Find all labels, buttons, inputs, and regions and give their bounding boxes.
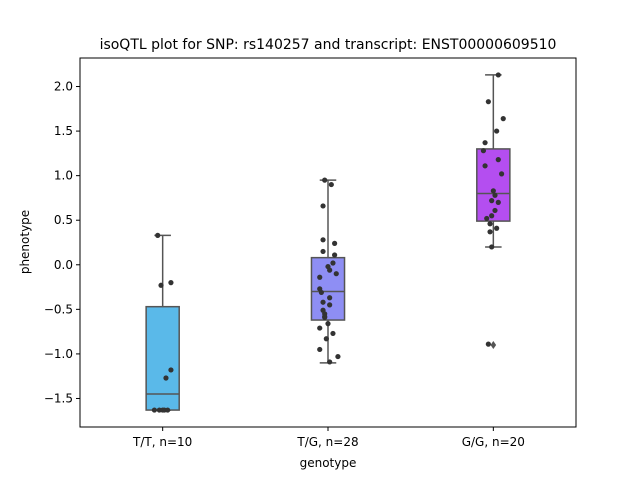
data-point <box>165 407 171 413</box>
y-tick-label: 0.0 <box>54 258 73 272</box>
data-point <box>494 128 500 134</box>
data-point <box>499 171 505 177</box>
data-point <box>330 330 336 337</box>
data-point <box>482 140 488 146</box>
data-point <box>320 203 326 209</box>
data-point <box>317 346 323 353</box>
data-point <box>151 407 157 413</box>
data-point <box>492 192 498 198</box>
data-point <box>330 260 336 266</box>
data-point <box>327 302 333 308</box>
points-layer <box>151 72 506 413</box>
y-tick-label: 0.5 <box>54 213 73 227</box>
data-point <box>327 295 333 301</box>
data-point <box>317 274 323 280</box>
y-tick-label: 2.0 <box>54 80 73 94</box>
y-tick-label: −0.5 <box>44 302 73 316</box>
data-point <box>333 271 339 277</box>
data-point <box>495 157 501 163</box>
data-point <box>487 229 493 235</box>
data-point <box>323 336 329 342</box>
x-axis-label: genotype <box>300 456 357 470</box>
data-point <box>325 321 331 327</box>
data-point <box>327 267 333 273</box>
data-point <box>320 237 326 243</box>
data-point <box>495 72 501 78</box>
data-point <box>335 353 341 360</box>
data-point <box>490 188 496 194</box>
data-point <box>485 341 491 347</box>
data-point <box>320 248 326 255</box>
data-point <box>158 282 164 288</box>
y-tick-label: −1.5 <box>44 391 73 405</box>
data-point <box>489 198 495 204</box>
data-point <box>168 367 174 373</box>
data-point <box>489 244 495 250</box>
data-point <box>480 148 487 154</box>
x-tick-label: T/T, n=10 <box>132 435 192 449</box>
data-point <box>487 221 493 227</box>
data-point <box>317 325 323 331</box>
data-point <box>327 359 333 365</box>
data-point <box>484 215 490 222</box>
y-tick-label: 1.0 <box>54 169 73 183</box>
data-point <box>155 232 161 238</box>
data-point <box>482 163 488 169</box>
y-axis-label: phenotype <box>18 210 32 274</box>
data-point <box>163 375 169 381</box>
data-point <box>328 181 334 188</box>
outlier-marker <box>490 341 497 349</box>
data-point <box>495 199 501 205</box>
data-point <box>494 225 500 231</box>
data-point <box>168 280 174 286</box>
data-point <box>492 207 498 214</box>
x-tick-label: G/G, n=20 <box>462 435 525 449</box>
data-point <box>500 116 506 122</box>
data-point <box>332 252 338 258</box>
data-point <box>320 299 326 305</box>
data-point <box>318 289 324 296</box>
boxes-layer <box>145 74 511 411</box>
axes-layer: −1.5 −1.0 −0.5 0.0 0.5 1.0 1.5 2.0 T/T, n=10 T/G,… <box>44 57 577 449</box>
data-point <box>160 407 166 413</box>
y-tick-label: 1.5 <box>54 124 73 138</box>
data-point <box>489 213 495 219</box>
data-point <box>485 99 491 105</box>
data-point <box>322 313 328 320</box>
data-point <box>322 177 328 183</box>
chart-title: isoQTL plot for SNP: rs140257 and transc… <box>100 37 557 53</box>
x-tick-label: T/G, n=28 <box>296 435 358 449</box>
data-point <box>332 240 338 246</box>
y-tick-label: −1.0 <box>44 347 73 361</box>
box-1 <box>145 305 180 411</box>
